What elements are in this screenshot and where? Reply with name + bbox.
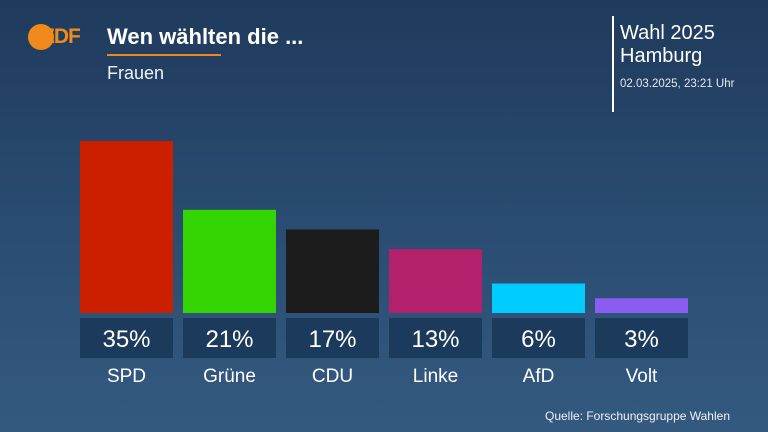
chart-title: Wen wählten die ... xyxy=(107,24,304,49)
zdf-logo-circle xyxy=(28,24,54,50)
category-label: Grüne xyxy=(203,366,256,387)
value-box-grüne xyxy=(183,318,276,358)
category-label: SPD xyxy=(107,366,146,387)
value-box-afd xyxy=(492,318,585,358)
bar-afd xyxy=(492,283,585,313)
value-box-cdu xyxy=(286,318,379,358)
value-label: 35% xyxy=(102,326,150,353)
category-label: Volt xyxy=(626,366,658,387)
chart-subtitle: Frauen xyxy=(107,63,165,83)
bar-cdu xyxy=(286,229,379,313)
category-label: AfD xyxy=(523,366,555,387)
election-info: Wahl 2025 Hamburg xyxy=(620,22,715,68)
bar-grüne xyxy=(183,209,276,313)
category-label: CDU xyxy=(312,366,353,387)
source-note: Quelle: Forschungsgruppe Wahlen xyxy=(545,409,730,423)
bar-spd xyxy=(80,141,173,313)
title-underline xyxy=(107,54,221,56)
zdf-logo: ZDF xyxy=(28,24,81,50)
value-label: 3% xyxy=(624,326,659,353)
bar-linke xyxy=(389,249,482,313)
header-divider xyxy=(612,16,614,112)
election-region: Hamburg xyxy=(620,45,703,67)
value-label: 6% xyxy=(521,326,556,353)
value-box-spd xyxy=(80,318,173,358)
zdf-logo-text: ZDF xyxy=(42,25,81,48)
value-label: 17% xyxy=(308,326,356,353)
category-label: Linke xyxy=(413,366,458,387)
value-label: 13% xyxy=(411,326,459,353)
value-box-volt xyxy=(595,318,688,358)
bar-volt xyxy=(595,298,688,313)
election-name: Wahl 2025 xyxy=(620,22,715,44)
value-box-linke xyxy=(389,318,482,358)
timestamp: 02.03.2025, 23:21 Uhr xyxy=(620,78,735,90)
value-label: 21% xyxy=(205,326,253,353)
